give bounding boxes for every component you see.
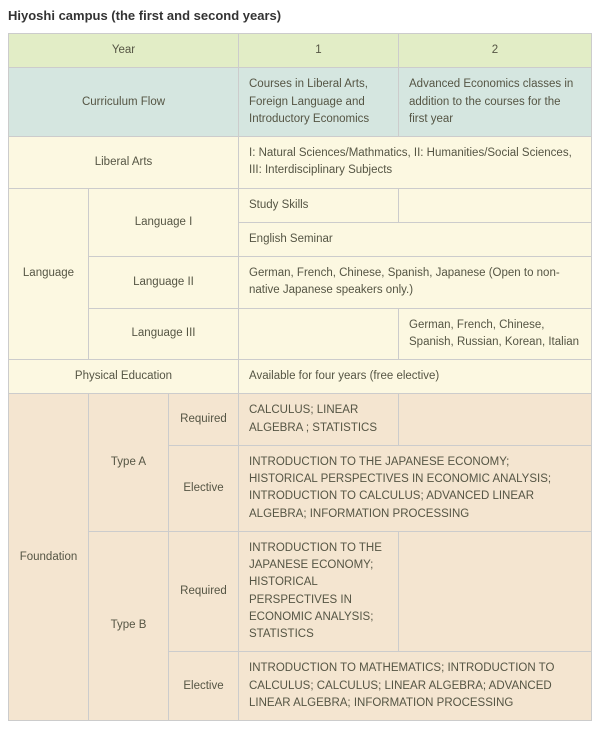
label-type-a-required: Required bbox=[169, 394, 239, 446]
curriculum-table: Year 1 2 Curriculum Flow Courses in Libe… bbox=[8, 33, 592, 721]
liberal-arts-content: I: Natural Sciences/Mathmatics, II: Huma… bbox=[239, 137, 592, 189]
label-type-b-elective: Elective bbox=[169, 652, 239, 721]
label-type-a: Type A bbox=[89, 394, 169, 532]
header-year: Year bbox=[9, 34, 239, 68]
type-a-required-y2 bbox=[399, 394, 592, 446]
type-a-required-y1: CALCULUS; LINEAR ALGEBRA ; STATISTICS bbox=[239, 394, 399, 446]
table-header-row: Year 1 2 bbox=[9, 34, 592, 68]
type-b-required-y1: INTRODUCTION TO THE JAPANESE ECONOMY; HI… bbox=[239, 531, 399, 652]
language-ii-content: German, French, Chinese, Spanish, Japane… bbox=[239, 257, 592, 309]
language-i-study-skills: Study Skills bbox=[239, 188, 399, 222]
row-curriculum-flow: Curriculum Flow Courses in Liberal Arts,… bbox=[9, 68, 592, 137]
page-title: Hiyoshi campus (the first and second yea… bbox=[8, 8, 592, 23]
language-iii-y2: German, French, Chinese, Spanish, Russia… bbox=[399, 308, 592, 360]
language-iii-y1 bbox=[239, 308, 399, 360]
type-b-required-y2 bbox=[399, 531, 592, 652]
label-type-a-elective: Elective bbox=[169, 445, 239, 531]
curriculum-flow-y1: Courses in Liberal Arts, Foreign Languag… bbox=[239, 68, 399, 137]
row-foundation-b-required: Type B Required INTRODUCTION TO THE JAPA… bbox=[9, 531, 592, 652]
header-col2: 2 bbox=[399, 34, 592, 68]
label-liberal-arts: Liberal Arts bbox=[9, 137, 239, 189]
row-foundation-a-required: Foundation Type A Required CALCULUS; LIN… bbox=[9, 394, 592, 446]
label-curriculum-flow: Curriculum Flow bbox=[9, 68, 239, 137]
row-language-iii: Language III German, French, Chinese, Sp… bbox=[9, 308, 592, 360]
row-phys-ed: Physical Education Available for four ye… bbox=[9, 360, 592, 394]
label-phys-ed: Physical Education bbox=[9, 360, 239, 394]
type-b-elective-content: INTRODUCTION TO MATHEMATICS; INTRODUCTIO… bbox=[239, 652, 592, 721]
label-language-iii: Language III bbox=[89, 308, 239, 360]
label-type-b: Type B bbox=[89, 531, 169, 720]
row-liberal-arts: Liberal Arts I: Natural Sciences/Mathmat… bbox=[9, 137, 592, 189]
language-i-english-seminar: English Seminar bbox=[239, 222, 592, 256]
header-col1: 1 bbox=[239, 34, 399, 68]
row-language-i-1: Language Language I Study Skills bbox=[9, 188, 592, 222]
language-i-empty bbox=[399, 188, 592, 222]
phys-ed-content: Available for four years (free elective) bbox=[239, 360, 592, 394]
curriculum-flow-y2: Advanced Economics classes in addition t… bbox=[399, 68, 592, 137]
label-language: Language bbox=[9, 188, 89, 360]
type-a-elective-content: INTRODUCTION TO THE JAPANESE ECONOMY; HI… bbox=[239, 445, 592, 531]
label-language-i: Language I bbox=[89, 188, 239, 257]
label-type-b-required: Required bbox=[169, 531, 239, 652]
row-language-ii: Language II German, French, Chinese, Spa… bbox=[9, 257, 592, 309]
label-language-ii: Language II bbox=[89, 257, 239, 309]
label-foundation: Foundation bbox=[9, 394, 89, 721]
